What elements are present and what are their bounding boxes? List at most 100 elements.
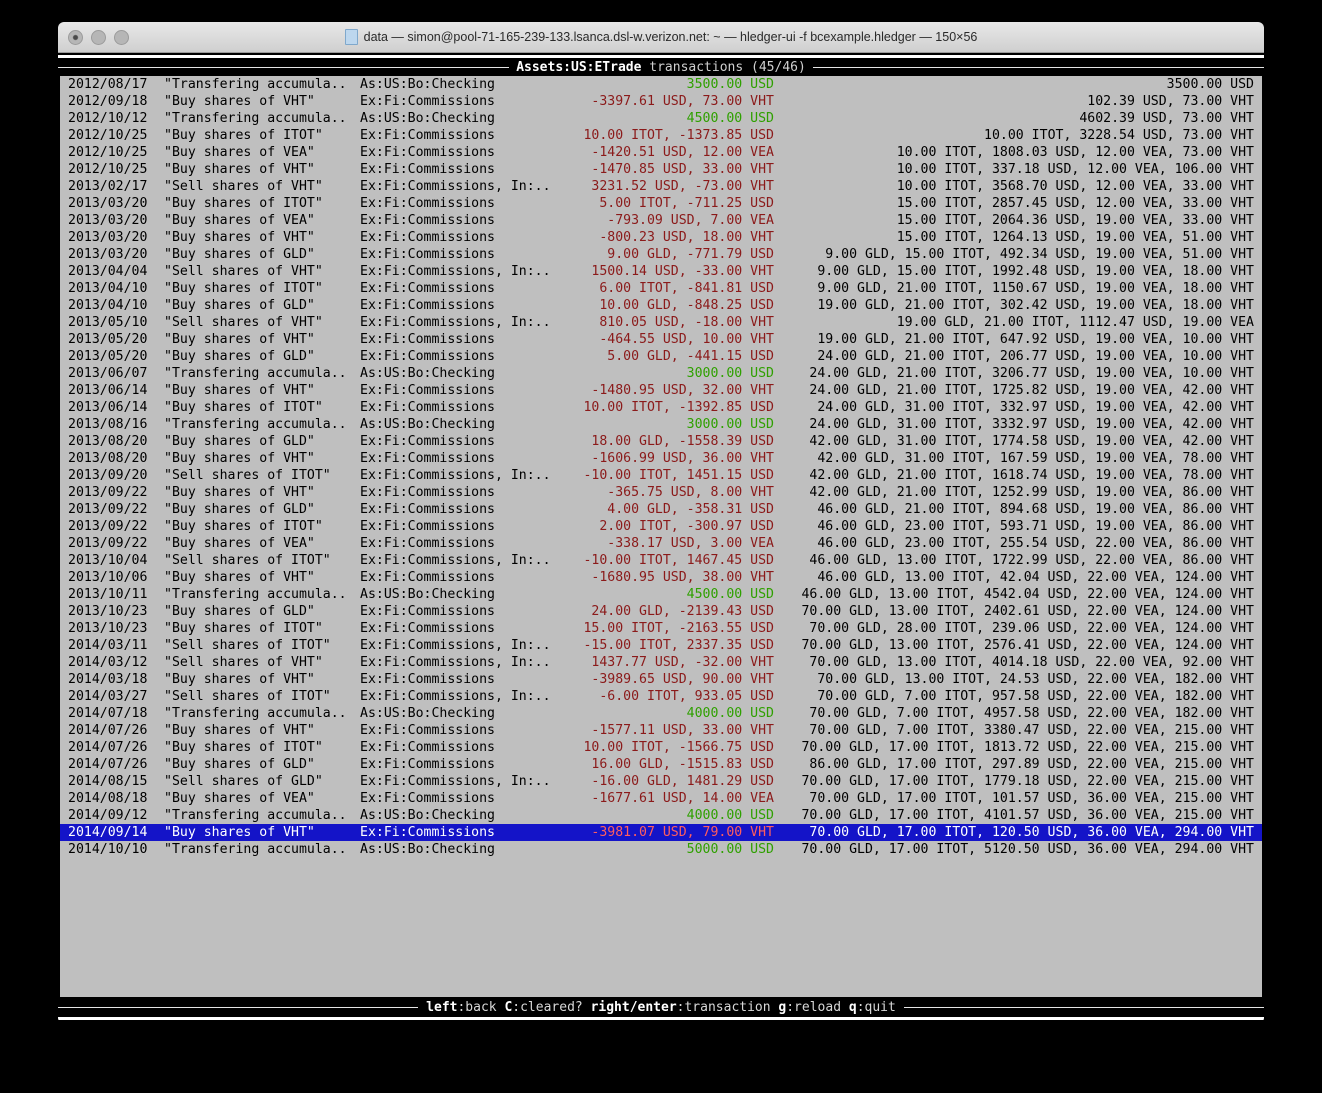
minimize-button[interactable] xyxy=(91,29,106,45)
row-balance: 46.00 GLD, 23.00 ITOT, 255.54 USD, 22.00… xyxy=(817,536,1254,551)
row-account: Ex:Fi:Commissions, In:.. xyxy=(360,179,551,194)
table-row[interactable]: 2013/06/14 "Buy shares of ITOT" Ex:Fi:Comm… xyxy=(60,399,1262,416)
table-row[interactable]: 2014/09/12 "Transfering accumula.. As:US:B… xyxy=(60,807,1262,824)
row-balance: 70.00 GLD, 17.00 ITOT, 1813.72 USD, 22.0… xyxy=(801,740,1254,755)
table-row[interactable]: 2012/10/25 "Buy shares of VHT" Ex:Fi:Commi… xyxy=(60,161,1262,178)
row-description: "Buy shares of VEA" xyxy=(164,145,315,160)
row-description: "Buy shares of VHT" xyxy=(164,672,315,687)
table-row[interactable]: 2014/07/26 "Buy shares of ITOT" Ex:Fi:Comm… xyxy=(60,739,1262,756)
row-description: "Buy shares of GLD" xyxy=(164,502,315,517)
row-account: Ex:Fi:Commissions xyxy=(360,383,495,398)
row-date: 2013/10/11 xyxy=(68,587,148,602)
header-account: Assets:US:ETrade xyxy=(516,59,642,75)
table-row[interactable]: 2013/03/20 "Buy shares of GLD" Ex:Fi:Commi… xyxy=(60,246,1262,263)
register-header: Assets:US:ETrade transactions (45/46) xyxy=(58,58,1264,76)
status-key-q: q xyxy=(848,999,857,1015)
table-row[interactable]: 2013/09/22 "Buy shares of VHT" Ex:Fi:Commi… xyxy=(60,484,1262,501)
table-row[interactable]: 2013/06/07 "Transfering accumula.. As:US:B… xyxy=(60,365,1262,382)
table-row[interactable]: 2013/04/10 "Buy shares of GLD" Ex:Fi:Commi… xyxy=(60,297,1262,314)
table-row[interactable]: 2013/03/20 "Buy shares of ITOT" Ex:Fi:Comm… xyxy=(60,195,1262,212)
table-row[interactable]: 2012/09/18 "Buy shares of VHT" Ex:Fi:Commi… xyxy=(60,93,1262,110)
row-balance: 24.00 GLD, 31.00 ITOT, 332.97 USD, 19.00… xyxy=(817,400,1254,415)
table-row[interactable]: 2013/02/17 "Sell shares of VHT" Ex:Fi:Comm… xyxy=(60,178,1262,195)
row-account: Ex:Fi:Commissions xyxy=(360,196,495,211)
status-key-right-enter: right/enter xyxy=(590,999,677,1015)
row-description: "Buy shares of GLD" xyxy=(164,434,315,449)
row-balance: 70.00 GLD, 7.00 ITOT, 957.58 USD, 22.00 … xyxy=(817,689,1254,704)
row-balance: 9.00 GLD, 15.00 ITOT, 1992.48 USD, 19.00… xyxy=(817,264,1254,279)
row-date: 2014/03/12 xyxy=(68,655,148,670)
table-row[interactable]: 2013/08/16 "Transfering accumula.. As:US:B… xyxy=(60,416,1262,433)
table-row[interactable]: 2014/07/26 "Buy shares of VHT" Ex:Fi:Commi… xyxy=(60,722,1262,739)
row-description: "Transfering accumula.. xyxy=(164,808,347,823)
row-amount: 16.00 GLD, -1515.83 USD xyxy=(591,757,774,772)
row-balance: 70.00 GLD, 13.00 ITOT, 4014.18 USD, 22.0… xyxy=(809,655,1254,670)
table-row[interactable]: 2013/05/10 "Sell shares of VHT" Ex:Fi:Comm… xyxy=(60,314,1262,331)
row-balance: 46.00 GLD, 23.00 ITOT, 593.71 USD, 19.00… xyxy=(817,519,1254,534)
table-row[interactable]: 2013/05/20 "Buy shares of GLD" Ex:Fi:Commi… xyxy=(60,348,1262,365)
row-date: 2013/08/20 xyxy=(68,434,148,449)
transactions-pane[interactable]: 2012/08/17 "Transfering accumula.. As:US:B… xyxy=(60,76,1262,997)
row-amount: -10.00 ITOT, 1467.45 USD xyxy=(583,553,774,568)
row-description: "Buy shares of VHT" xyxy=(164,332,315,347)
table-row[interactable]: 2014/03/27 "Sell shares of ITOT" Ex:Fi:Com… xyxy=(60,688,1262,705)
table-row[interactable]: 2013/10/11 "Transfering accumula.. As:US:B… xyxy=(60,586,1262,603)
table-row[interactable]: 2013/09/22 "Buy shares of ITOT" Ex:Fi:Comm… xyxy=(60,518,1262,535)
transactions-list[interactable]: 2012/08/17 "Transfering accumula.. As:US:B… xyxy=(60,76,1262,858)
row-description: "Sell shares of GLD" xyxy=(164,774,323,789)
table-row[interactable]: 2014/03/12 "Sell shares of VHT" Ex:Fi:Comm… xyxy=(60,654,1262,671)
table-row[interactable]: 2014/07/26 "Buy shares of GLD" Ex:Fi:Commi… xyxy=(60,756,1262,773)
table-row[interactable]: 2013/10/04 "Sell shares of ITOT" Ex:Fi:Com… xyxy=(60,552,1262,569)
bottom-rule xyxy=(58,1017,1264,1020)
row-description: "Buy shares of GLD" xyxy=(164,298,315,313)
row-account: Ex:Fi:Commissions xyxy=(360,332,495,347)
table-row[interactable]: 2014/03/18 "Buy shares of VHT" Ex:Fi:Commi… xyxy=(60,671,1262,688)
table-row[interactable]: 2013/03/20 "Buy shares of VHT" Ex:Fi:Commi… xyxy=(60,229,1262,246)
table-row[interactable]: 2014/08/18 "Buy shares of VEA" Ex:Fi:Commi… xyxy=(60,790,1262,807)
row-amount: 4000.00 USD xyxy=(686,706,774,721)
table-row[interactable]: 2012/08/17 "Transfering accumula.. As:US:B… xyxy=(60,76,1262,93)
row-date: 2014/10/10 xyxy=(68,842,148,857)
table-row[interactable]: 2013/08/20 "Buy shares of GLD" Ex:Fi:Commi… xyxy=(60,433,1262,450)
table-row[interactable]: 2013/04/04 "Sell shares of VHT" Ex:Fi:Comm… xyxy=(60,263,1262,280)
table-row[interactable]: 2012/10/25 "Buy shares of ITOT" Ex:Fi:Comm… xyxy=(60,127,1262,144)
table-row[interactable]: 2013/03/20 "Buy shares of VEA" Ex:Fi:Commi… xyxy=(60,212,1262,229)
table-row[interactable]: 2013/04/10 "Buy shares of ITOT" Ex:Fi:Comm… xyxy=(60,280,1262,297)
close-button[interactable] xyxy=(68,29,83,45)
row-amount: -464.55 USD, 10.00 VHT xyxy=(599,332,774,347)
terminal-content: Assets:US:ETrade transactions (45/46) 20… xyxy=(58,53,1264,1022)
row-account: Ex:Fi:Commissions xyxy=(360,298,495,313)
table-row[interactable]: 2014/08/15 "Sell shares of GLD" Ex:Fi:Comm… xyxy=(60,773,1262,790)
table-row[interactable]: 2013/06/14 "Buy shares of VHT" Ex:Fi:Commi… xyxy=(60,382,1262,399)
status-action: :transaction xyxy=(676,999,779,1015)
row-account: Ex:Fi:Commissions, In:.. xyxy=(360,264,551,279)
table-row[interactable]: 2013/05/20 "Buy shares of VHT" Ex:Fi:Commi… xyxy=(60,331,1262,348)
zoom-button[interactable] xyxy=(114,29,129,45)
row-date: 2013/06/14 xyxy=(68,400,148,415)
row-amount: 10.00 ITOT, -1373.85 USD xyxy=(583,128,774,143)
table-row[interactable]: 2013/10/06 "Buy shares of VHT" Ex:Fi:Commi… xyxy=(60,569,1262,586)
row-account: Ex:Fi:Commissions xyxy=(360,757,495,772)
row-account: Ex:Fi:Commissions xyxy=(360,400,495,415)
table-row[interactable]: 2012/10/12 "Transfering accumula.. As:US:B… xyxy=(60,110,1262,127)
row-description: "Buy shares of VHT" xyxy=(164,451,315,466)
table-row[interactable]: 2013/09/20 "Sell shares of ITOT" Ex:Fi:Com… xyxy=(60,467,1262,484)
row-account: As:US:Bo:Checking xyxy=(360,77,495,92)
row-amount: -1606.99 USD, 36.00 VHT xyxy=(591,451,774,466)
row-amount: 6.00 ITOT, -841.81 USD xyxy=(599,281,774,296)
table-row[interactable]: 2013/08/20 "Buy shares of VHT" Ex:Fi:Commi… xyxy=(60,450,1262,467)
table-row[interactable]: 2014/07/18 "Transfering accumula.. As:US:B… xyxy=(60,705,1262,722)
table-row[interactable]: 2014/10/10 "Transfering accumula.. As:US:B… xyxy=(60,841,1262,858)
table-row[interactable]: 2013/09/22 "Buy shares of GLD" Ex:Fi:Commi… xyxy=(60,501,1262,518)
table-row[interactable]: 2014/09/14 "Buy shares of VHT" Ex:Fi:Commi… xyxy=(60,824,1262,841)
window-controls[interactable] xyxy=(58,29,129,45)
window-titlebar[interactable]: data — simon@pool-71-165-239-133.lsanca.… xyxy=(58,22,1264,53)
row-balance: 70.00 GLD, 7.00 ITOT, 3380.47 USD, 22.00… xyxy=(809,723,1254,738)
table-row[interactable]: 2013/10/23 "Buy shares of GLD" Ex:Fi:Commi… xyxy=(60,603,1262,620)
table-row[interactable]: 2014/03/11 "Sell shares of ITOT" Ex:Fi:Com… xyxy=(60,637,1262,654)
table-row[interactable]: 2013/09/22 "Buy shares of VEA" Ex:Fi:Commi… xyxy=(60,535,1262,552)
table-row[interactable]: 2013/10/23 "Buy shares of ITOT" Ex:Fi:Comm… xyxy=(60,620,1262,637)
row-account: Ex:Fi:Commissions, In:.. xyxy=(360,315,551,330)
table-row[interactable]: 2012/10/25 "Buy shares of VEA" Ex:Fi:Commi… xyxy=(60,144,1262,161)
row-amount: -15.00 ITOT, 2337.35 USD xyxy=(583,638,774,653)
